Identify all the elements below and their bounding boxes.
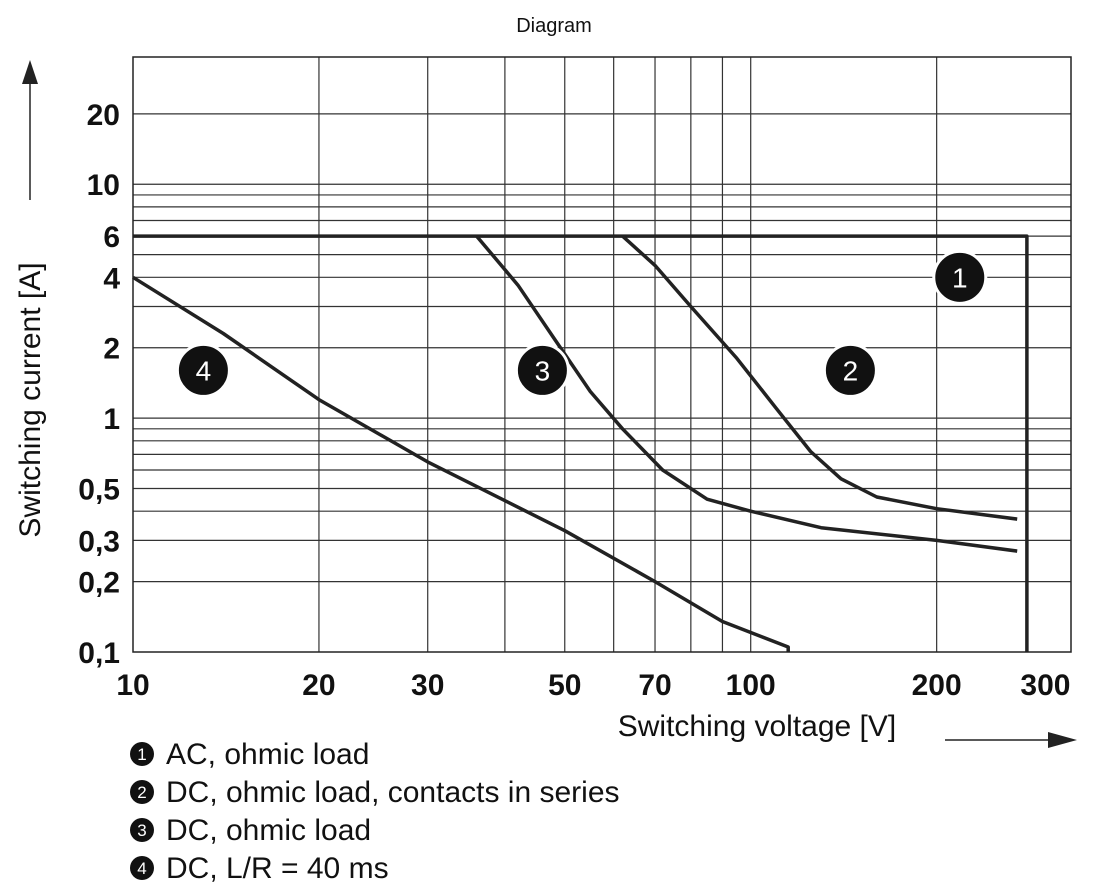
y-tick-label: 4 (103, 262, 120, 295)
legend-label: AC, ohmic load (166, 738, 369, 771)
y-tick-label: 0,1 (78, 637, 120, 670)
legend-marker-label: 3 (137, 821, 146, 840)
y-tick-label: 0,5 (78, 474, 120, 507)
grid (133, 57, 1071, 652)
legend-marker-circle (130, 818, 154, 842)
y-tick-label: 2 (103, 333, 120, 366)
legend-marker-label: 1 (137, 745, 146, 764)
y-axis-arrow-icon (22, 60, 38, 84)
legend-label: DC, ohmic load, contacts in series (166, 776, 620, 809)
legend-marker-circle (130, 856, 154, 880)
series-line-3 (475, 234, 1018, 553)
legend-label: DC, L/R = 40 ms (166, 852, 389, 885)
series-marker-2: 2 (822, 342, 878, 398)
series-markers: 1 2 3 4 (175, 249, 988, 398)
series-marker-circle (514, 342, 570, 398)
x-tick-label: 20 (302, 669, 335, 702)
series-marker-4: 4 (175, 342, 231, 398)
series-marker-circle (932, 249, 988, 305)
y-axis-ticks: 0,1 0,2 0,3 0,5 1 2 4 6 10 20 (78, 99, 120, 670)
y-tick-label: 1 (103, 403, 120, 436)
x-tick-label: 30 (411, 669, 444, 702)
series-marker-label: 2 (843, 355, 859, 386)
x-tick-label: 200 (912, 669, 962, 702)
series-marker-3: 3 (514, 342, 570, 398)
legend: 1 AC, ohmic load 2 DC, ohmic load, contacts… (130, 738, 620, 885)
x-axis-ticks: 10 20 30 50 70 100 200 300 (116, 669, 1070, 702)
legend-item-3: 3 DC, ohmic load (130, 814, 371, 847)
series-line-1 (133, 234, 1029, 652)
series-marker-circle (822, 342, 878, 398)
legend-label: DC, ohmic load (166, 814, 371, 847)
series-line-4 (132, 275, 790, 652)
legend-item-1: 1 AC, ohmic load (130, 738, 369, 771)
x-tick-label: 100 (726, 669, 776, 702)
series-layer (132, 234, 1029, 652)
chart-title: Diagram (516, 15, 592, 37)
x-axis-label: Switching voltage [V] (618, 710, 896, 743)
x-tick-label: 300 (1020, 669, 1070, 702)
series-marker-circle (175, 342, 231, 398)
series-marker-label: 3 (535, 355, 551, 386)
y-tick-label: 6 (103, 221, 120, 254)
legend-item-4: 4 DC, L/R = 40 ms (130, 852, 389, 885)
legend-marker-label: 2 (137, 783, 146, 802)
x-tick-label: 70 (638, 669, 671, 702)
x-axis-arrow-icon (1048, 732, 1077, 748)
y-axis-label: Switching current [A] (14, 262, 47, 537)
y-tick-label: 20 (87, 99, 120, 132)
x-tick-label: 50 (548, 669, 581, 702)
legend-marker-label: 4 (137, 859, 146, 878)
y-tick-label: 0,2 (78, 567, 120, 600)
x-tick-label: 10 (116, 669, 149, 702)
plot-frame (132, 56, 1072, 653)
series-line-2 (621, 234, 1018, 521)
legend-marker-circle (130, 780, 154, 804)
series-marker-1: 1 (932, 249, 988, 305)
series-marker-label: 4 (196, 355, 212, 386)
y-tick-label: 10 (87, 169, 120, 202)
y-tick-label: 0,3 (78, 525, 120, 558)
series-marker-label: 1 (952, 262, 968, 293)
legend-marker-circle (130, 742, 154, 766)
legend-item-2: 2 DC, ohmic load, contacts in series (130, 776, 620, 809)
